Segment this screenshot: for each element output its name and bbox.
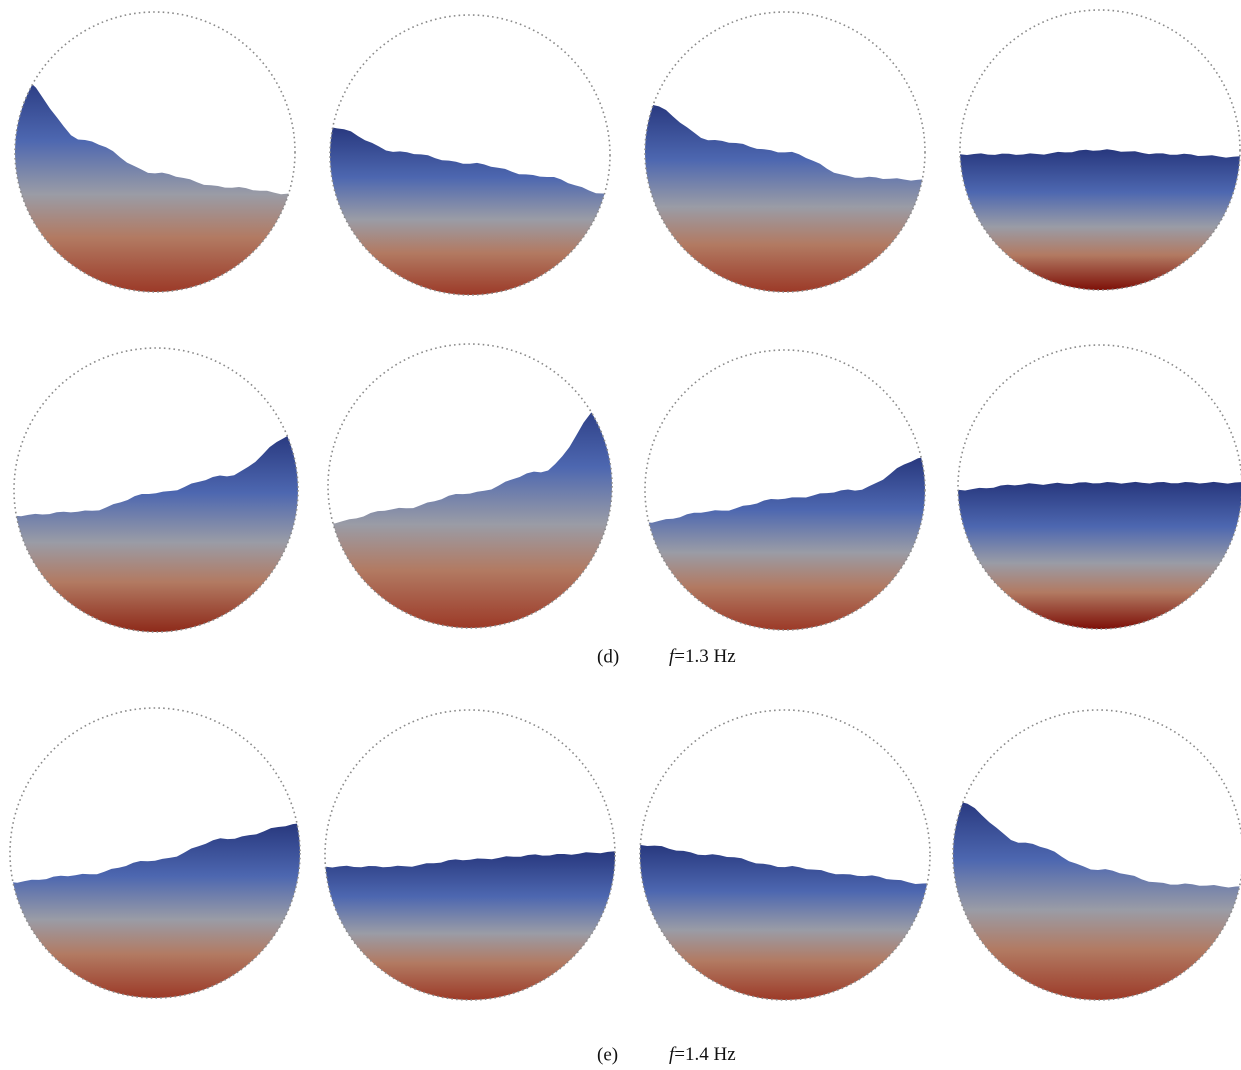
particle-bed xyxy=(14,432,298,637)
panel-label: (d) xyxy=(597,646,619,667)
particle-bed xyxy=(645,457,925,635)
panel-label: (e) xyxy=(597,1044,618,1065)
figure: (d) f=1.3 Hz (e) f=1.4 Hz xyxy=(0,0,1241,1070)
particle-bed xyxy=(953,800,1241,1005)
caption-value: =1.3 Hz xyxy=(674,646,735,667)
particle-bed xyxy=(640,845,930,1005)
caption-value: =1.4 Hz xyxy=(674,1044,735,1065)
particle-bed xyxy=(960,149,1240,295)
caption: f=1.4 Hz xyxy=(669,1044,736,1065)
caption: f=1.3 Hz xyxy=(669,646,736,667)
particle-bed xyxy=(325,851,615,1005)
particle-bed xyxy=(15,75,295,297)
particle-bed xyxy=(10,823,300,1003)
particle-bed xyxy=(330,127,610,300)
particle-bed xyxy=(958,482,1241,634)
particle-bed xyxy=(328,397,612,633)
particle-bed xyxy=(645,103,925,297)
